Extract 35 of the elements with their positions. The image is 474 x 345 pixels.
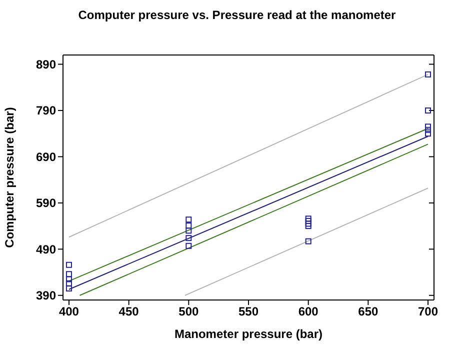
point (186, 216, 192, 223)
point (66, 276, 72, 282)
y-tick-label: 490 (36, 242, 56, 256)
point (186, 228, 192, 234)
point (305, 220, 312, 227)
point (305, 238, 312, 244)
x-tick-label: 600 (298, 304, 319, 319)
point (186, 235, 192, 242)
point (186, 222, 192, 229)
point (425, 107, 432, 114)
point (66, 271, 72, 278)
point (305, 223, 312, 230)
point (425, 71, 432, 78)
point (305, 216, 312, 222)
y-tick-label: 390 (36, 288, 56, 303)
x-tick-label: 550 (238, 304, 259, 319)
y-tick-label: 590 (36, 196, 56, 210)
point (425, 130, 432, 137)
point (186, 242, 192, 249)
y-tick-label: 790 (36, 104, 56, 118)
x-tick-label: 400 (58, 304, 80, 319)
y-tick-label: 890 (36, 58, 56, 72)
y-axis-title: Computer pressure (bar) (2, 107, 16, 248)
x-tick-label: 700 (418, 304, 438, 319)
x-axis-title: Manometer pressure (bar) (174, 327, 323, 341)
point (425, 124, 432, 130)
x-tick-label: 650 (358, 304, 379, 319)
chart-title: Computer pressure vs. Pressure read at the manometer (77, 7, 397, 24)
point (66, 262, 72, 268)
x-tick-label: 450 (118, 304, 140, 319)
x-tick-label: 500 (178, 304, 199, 319)
point (66, 280, 72, 286)
point (425, 126, 432, 133)
point (66, 285, 72, 292)
y-tick-label: 690 (36, 150, 56, 164)
